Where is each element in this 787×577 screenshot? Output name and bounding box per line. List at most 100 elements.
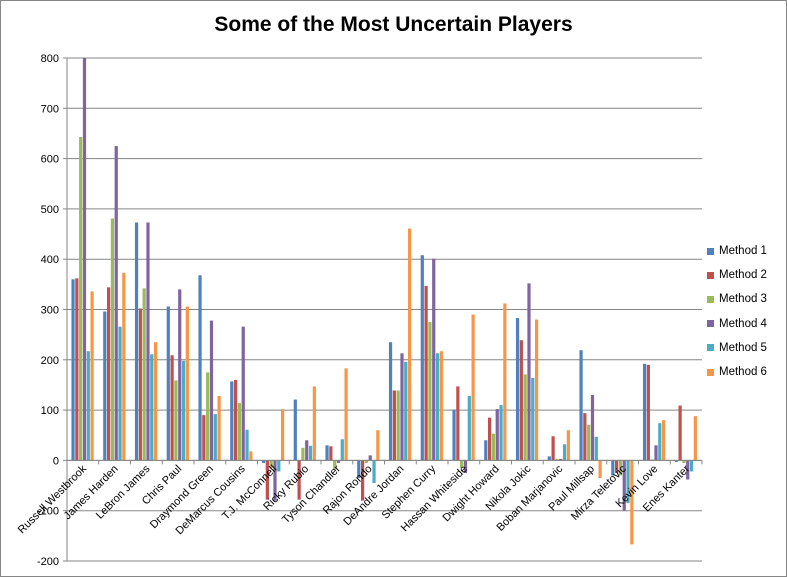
bar [71, 279, 75, 461]
bar [146, 222, 150, 461]
bar [281, 409, 285, 461]
bar [471, 314, 475, 461]
bar [439, 351, 443, 461]
legend-swatch [707, 344, 714, 352]
bar [301, 447, 305, 461]
bar [82, 58, 87, 461]
bar [408, 228, 412, 461]
legend-label: Method 2 [719, 269, 767, 282]
bar [138, 308, 142, 461]
bar [642, 363, 647, 461]
x-tick-label: T.J. McConnell [220, 463, 279, 522]
bar [122, 272, 126, 461]
bar [590, 395, 595, 461]
bar [312, 386, 316, 461]
bar [241, 326, 245, 461]
bar [166, 306, 170, 461]
legend-label: Method 6 [719, 366, 767, 379]
bar [452, 409, 456, 461]
y-tick-label: 500 [41, 204, 59, 216]
bar [110, 218, 115, 461]
bar [658, 423, 662, 461]
bar [372, 460, 376, 484]
bar [689, 460, 694, 472]
y-tick-label: -100 [37, 506, 59, 518]
bar [579, 350, 583, 461]
bar [519, 340, 523, 461]
bar [435, 353, 440, 461]
bar [460, 460, 464, 468]
bar [654, 445, 658, 461]
bar [178, 289, 182, 461]
bar [594, 436, 598, 461]
bar [75, 278, 79, 461]
bar [142, 288, 146, 461]
bar [630, 460, 634, 545]
bar [344, 368, 348, 461]
legend-item: Method 6 [707, 360, 787, 384]
bar [107, 287, 111, 461]
bar [293, 399, 297, 461]
bar [400, 353, 404, 461]
y-tick-label: 600 [41, 154, 59, 166]
bar [134, 222, 139, 461]
legend-swatch [707, 271, 714, 279]
bar [523, 374, 527, 461]
y-tick-label: 200 [41, 355, 59, 367]
legend-label: Method 4 [719, 317, 767, 330]
bar [265, 460, 269, 500]
bar [368, 455, 372, 461]
legend: Method 1 Method 2 Method 3 Method 4 Method 5… [707, 239, 787, 384]
bar [273, 460, 277, 501]
bar [503, 303, 507, 461]
bar [217, 396, 221, 461]
bar [531, 377, 535, 461]
bar [404, 361, 408, 461]
bar [336, 460, 341, 463]
bar [118, 326, 122, 461]
bar [261, 460, 266, 463]
bar [559, 458, 563, 461]
chart-title: Some of the Most Uncertain Players [214, 13, 573, 36]
legend-label: Method 1 [719, 245, 767, 258]
bar [361, 460, 365, 501]
bar [424, 285, 428, 461]
y-tick-label: 300 [41, 305, 59, 317]
bar [340, 439, 344, 461]
bar [333, 460, 337, 470]
bar [213, 414, 217, 461]
legend-item: Method 3 [707, 287, 787, 311]
bar [611, 460, 615, 476]
bar [114, 146, 118, 461]
bar [499, 405, 503, 461]
bar [209, 320, 214, 461]
bar [202, 415, 206, 461]
bar [234, 379, 238, 461]
bar [396, 390, 400, 461]
y-tick-label: -200 [37, 556, 59, 568]
bar [206, 372, 210, 461]
y-tick-label: 700 [41, 103, 59, 115]
legend-item: Method 5 [707, 336, 787, 360]
bar [650, 459, 654, 461]
bar [562, 444, 567, 461]
legend-item: Method 2 [707, 263, 787, 287]
bar [551, 436, 555, 461]
bar [678, 405, 682, 461]
y-tick-label: 800 [41, 53, 59, 65]
y-tick-label: 0 [53, 455, 59, 467]
bar [364, 460, 369, 463]
y-tick-label: 400 [41, 254, 59, 266]
bar [305, 440, 309, 461]
bar [357, 460, 361, 479]
legend-swatch [707, 247, 714, 255]
bar [618, 460, 623, 476]
bar [249, 451, 253, 461]
bar [674, 460, 678, 462]
bar [103, 311, 107, 461]
bar [484, 440, 488, 461]
legend-swatch [707, 295, 714, 303]
bar [308, 445, 313, 461]
